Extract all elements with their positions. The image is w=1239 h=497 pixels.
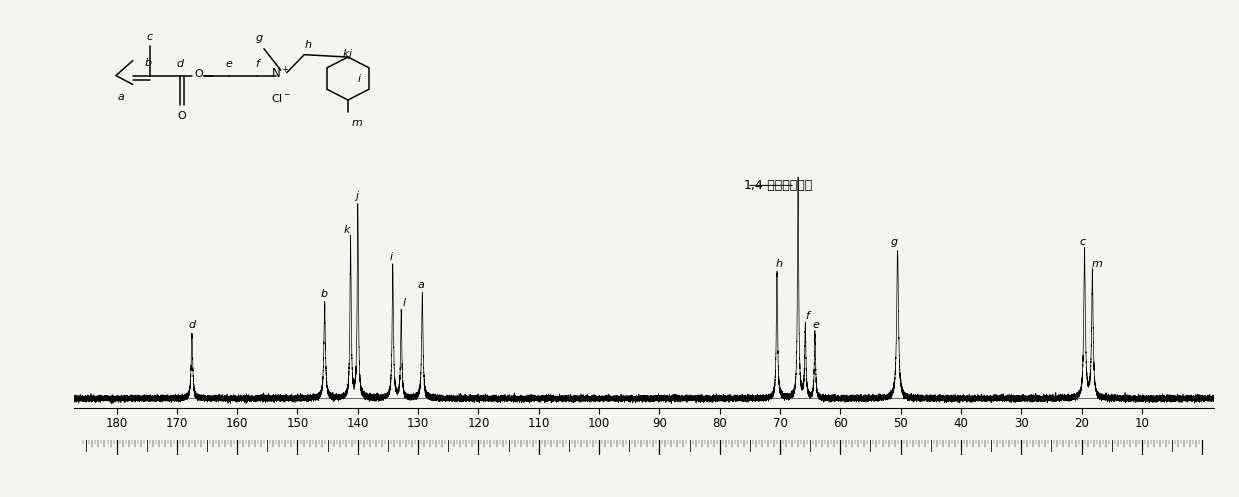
- Text: 1,4-二氧杂环已烷: 1,4-二氧杂环已烷: [743, 179, 813, 192]
- Text: a: a: [418, 280, 425, 290]
- Text: Cl$^-$: Cl$^-$: [270, 92, 291, 104]
- Text: i: i: [389, 252, 393, 262]
- Text: N$^+$: N$^+$: [271, 67, 290, 82]
- Text: j: j: [348, 49, 352, 60]
- Text: f: f: [255, 59, 259, 69]
- Text: g: g: [255, 33, 263, 43]
- Text: g: g: [891, 237, 898, 247]
- Text: d: d: [188, 321, 196, 331]
- Text: k: k: [343, 225, 351, 235]
- Text: m: m: [352, 118, 362, 128]
- Text: k: k: [342, 49, 349, 60]
- Text: e: e: [813, 321, 820, 331]
- Text: l: l: [403, 298, 406, 308]
- Text: j: j: [356, 191, 358, 201]
- Text: i: i: [357, 74, 361, 83]
- Text: c: c: [146, 32, 152, 42]
- Text: c: c: [1079, 237, 1085, 247]
- Text: O: O: [177, 111, 186, 121]
- Text: m: m: [1092, 259, 1101, 269]
- Text: f: f: [805, 312, 809, 322]
- Text: h: h: [776, 259, 782, 269]
- Text: b: b: [321, 289, 328, 299]
- Text: O: O: [195, 69, 203, 79]
- Text: b: b: [144, 58, 151, 68]
- Text: a: a: [118, 92, 124, 102]
- Text: e: e: [225, 59, 232, 69]
- Text: h: h: [304, 40, 311, 50]
- Text: d: d: [176, 59, 183, 69]
